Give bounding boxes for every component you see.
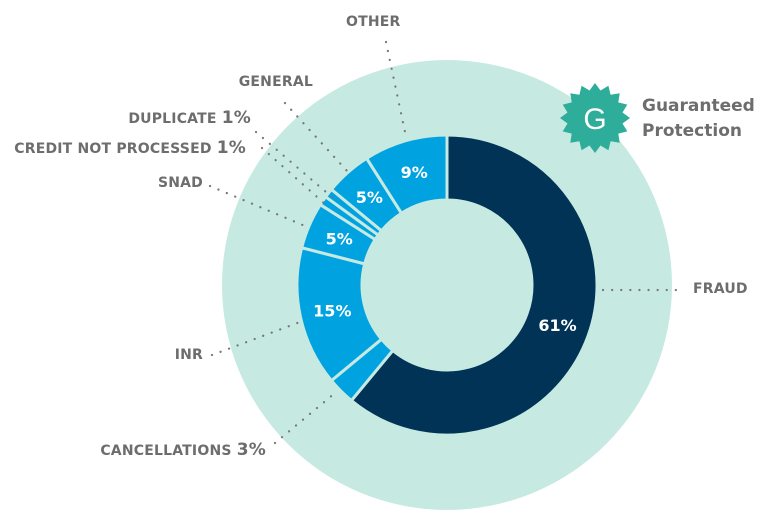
label-general: GENERAL	[238, 74, 313, 90]
leader-other	[384, 40, 407, 134]
label-cancellations-name: CANCELLATIONS	[100, 443, 232, 459]
label-snad: SNAD	[157, 175, 203, 191]
badge-line-1: Guaranteed	[642, 96, 755, 116]
background-circle	[222, 60, 672, 510]
label-duplicate-value: 1%	[221, 108, 251, 128]
label-duplicate-name: DUPLICATE	[128, 111, 217, 127]
label-cnp-name: CREDIT NOT PROCESSED	[14, 141, 212, 157]
leader-snad	[208, 184, 307, 228]
pct-label-other: 9%	[401, 163, 428, 182]
slice-other	[364, 133, 449, 216]
label-cnp-value: 1%	[216, 138, 246, 158]
label-cancellations-value: 3%	[236, 440, 266, 460]
guaranteed-badge-icon: G	[560, 83, 630, 153]
label-fraud: FRAUD	[693, 281, 748, 297]
label-cancellations: CANCELLATIONS 3%	[100, 440, 266, 460]
label-inr: INR	[174, 347, 203, 363]
badge-line-2: Protection	[642, 121, 742, 141]
pct-label-snad: 5%	[326, 229, 353, 248]
pct-label-general: 5%	[356, 188, 383, 207]
badge-letter: G	[583, 103, 606, 136]
label-duplicate: DUPLICATE 1%	[128, 108, 251, 128]
slice-fraud	[349, 133, 599, 437]
badge-text: Guaranteed Protection	[642, 94, 755, 144]
pct-label-fraud: 61%	[538, 316, 576, 335]
label-other: OTHER	[346, 14, 401, 30]
label-credit-not-processed: CREDIT NOT PROCESSED 1%	[14, 138, 246, 158]
pct-label-inr: 15%	[313, 302, 351, 321]
